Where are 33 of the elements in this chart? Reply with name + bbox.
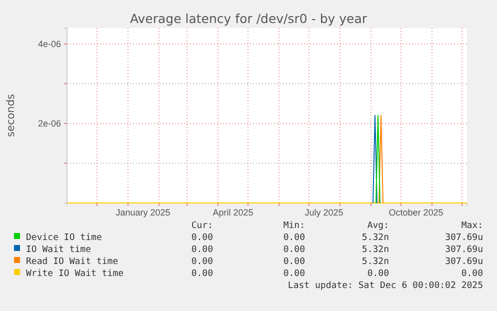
y-tick-label: 2e-06 — [38, 118, 61, 128]
text: Max: — [461, 221, 483, 231]
legend-label: IO Wait time — [26, 245, 92, 255]
text: 0.00 — [191, 257, 213, 267]
text: 0.00 — [367, 269, 389, 279]
text: Avg: — [367, 221, 389, 231]
y-tick-label: 4e-06 — [38, 38, 61, 49]
legend-label: Write IO Wait time — [26, 269, 124, 279]
x-tick-label: July 2025 — [304, 207, 344, 218]
text: 0.00 — [191, 269, 213, 279]
text: Cur: — [191, 221, 213, 231]
text: 0.00 — [191, 245, 213, 255]
y-axis-title: seconds — [5, 94, 17, 137]
text: 0.00 — [461, 269, 483, 279]
text: 0.00 — [283, 245, 305, 255]
text: 307.69u — [445, 233, 483, 243]
chart-title: Average latency for /dev/sr0 - by year — [130, 11, 368, 26]
text: 307.69u — [445, 257, 483, 267]
legend-label: Read IO Wait time — [26, 257, 118, 267]
text: 0.00 — [283, 269, 305, 279]
text: Last update: Sat Dec 6 00:00:02 2025 — [288, 281, 483, 291]
text: 0.00 — [191, 233, 213, 243]
text: 307.69u — [445, 245, 483, 255]
text: 0.00 — [283, 257, 305, 267]
text: 5.32n — [362, 233, 389, 243]
x-tick-label: October 2025 — [388, 207, 444, 218]
x-tick-label: April 2025 — [212, 207, 254, 218]
x-tick-label: January 2025 — [116, 207, 170, 218]
text: 5.32n — [362, 257, 389, 267]
text: 0.00 — [283, 233, 305, 243]
text: Min: — [283, 221, 305, 231]
text: 5.32n — [362, 245, 389, 255]
legend-label: Device IO time — [26, 233, 102, 243]
